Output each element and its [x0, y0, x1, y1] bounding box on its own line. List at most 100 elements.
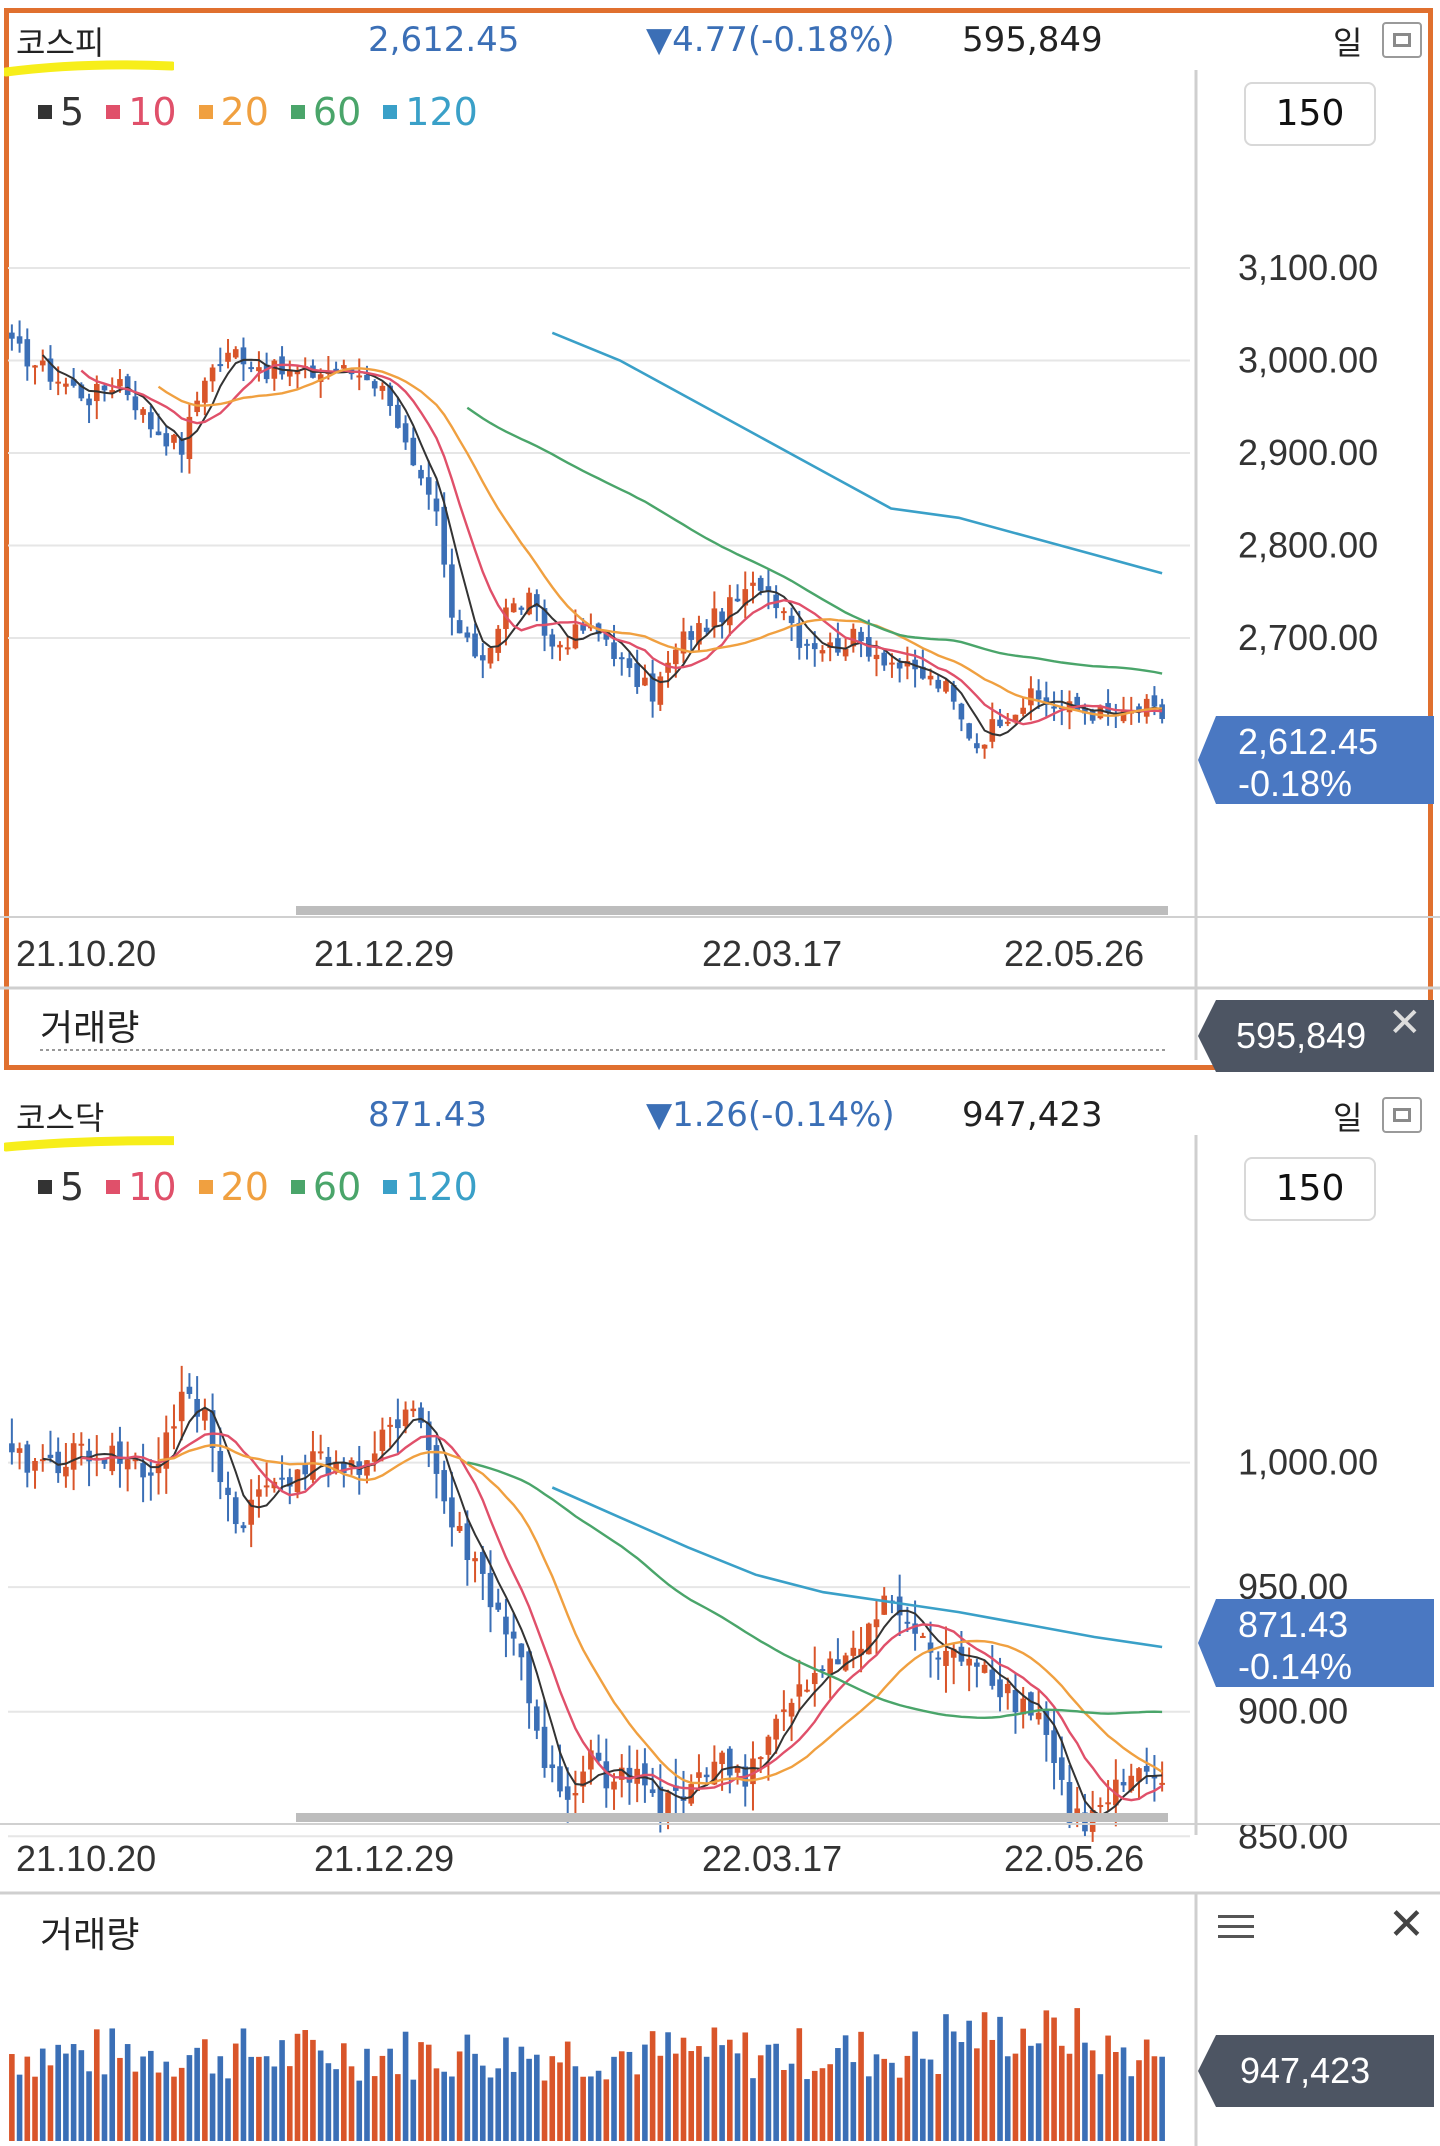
- volume-bar: [634, 2074, 640, 2141]
- volume-bar: [642, 2044, 648, 2141]
- legend-label: 5: [60, 90, 85, 134]
- candle-body: [935, 679, 942, 689]
- volume-bar: [549, 2056, 556, 2141]
- volume-bar: [418, 2042, 424, 2141]
- volume-bar: [943, 2014, 949, 2141]
- candle-body: [155, 431, 162, 436]
- candle-body: [781, 611, 787, 614]
- candle-body: [696, 1772, 702, 1778]
- candle-body: [734, 1766, 741, 1773]
- period-selector[interactable]: 일: [1333, 24, 1363, 62]
- volume-bar: [464, 2034, 471, 2141]
- candle-body: [379, 385, 386, 391]
- candle-body: [148, 412, 154, 430]
- candle-body: [24, 339, 31, 367]
- candle-body: [850, 628, 857, 647]
- candle-body: [232, 1497, 239, 1525]
- volume-bar: [39, 2048, 46, 2141]
- candle-body: [1051, 706, 1057, 709]
- ma-legend[interactable]: 5 10 20 60 120: [38, 90, 478, 134]
- ma-legend[interactable]: 5 10 20 60 120: [38, 1165, 478, 1209]
- volume-bar: [24, 2056, 31, 2141]
- volume-label: 거래량: [40, 1915, 139, 1956]
- candle-body: [727, 597, 733, 626]
- price-tag-price: 2,612.45: [1238, 721, 1378, 762]
- candle-body: [603, 1761, 610, 1789]
- volume-bar: [858, 2031, 864, 2141]
- candle-body: [1035, 690, 1042, 700]
- candle-body: [734, 598, 741, 602]
- volume-bar: [472, 2053, 478, 2141]
- candle-body: [534, 594, 540, 608]
- candle-body: [163, 1432, 170, 1469]
- legend-item-ma60[interactable]: 60: [290, 90, 361, 134]
- candle-body: [395, 1419, 401, 1429]
- candle-body: [117, 1441, 123, 1464]
- period-selector[interactable]: 일: [1333, 1099, 1363, 1137]
- volume-bar: [70, 2044, 77, 2141]
- candle-body: [109, 390, 116, 394]
- candle-body: [804, 643, 810, 646]
- volume-bar: [487, 2077, 494, 2141]
- legend-item-ma10[interactable]: 10: [106, 1165, 177, 1209]
- volume-bar: [171, 2076, 177, 2141]
- candle-body: [248, 367, 254, 370]
- y-tick-label: 1,000.00: [1238, 1442, 1378, 1483]
- volume-bar: [1113, 2051, 1119, 2141]
- volume-bar: [1151, 2056, 1158, 2141]
- candle-body: [557, 644, 563, 648]
- volume-bar: [796, 2028, 803, 2141]
- legend-item-ma5[interactable]: 5: [38, 1165, 84, 1209]
- legend-label: 120: [405, 1165, 478, 1209]
- legend-item-ma10[interactable]: 10: [106, 90, 177, 134]
- volume-bar: [781, 2069, 787, 2141]
- candle-count-button[interactable]: 150: [1244, 1157, 1376, 1221]
- candle-body: [1159, 1782, 1165, 1785]
- legend-label: 120: [405, 90, 478, 134]
- volume-bar: [356, 2080, 363, 2141]
- volume-bar: [665, 2032, 671, 2141]
- volume-bar: [425, 2044, 432, 2141]
- expand-icon[interactable]: [1382, 1097, 1422, 1133]
- candle-body: [132, 1459, 139, 1462]
- price-tag-price: 871.43: [1238, 1604, 1348, 1645]
- kospi-chart[interactable]: 3,100.00 3,000.00 2,900.00 2,800.00 2,700.00…: [0, 0, 1440, 1072]
- index-name[interactable]: 코스닥: [16, 1099, 105, 1137]
- volume-bar: [1089, 2050, 1096, 2141]
- volume-bar: [209, 2073, 216, 2141]
- legend-swatch: [198, 1180, 213, 1194]
- legend-item-ma20[interactable]: 20: [198, 1165, 269, 1209]
- candle-body: [395, 404, 401, 428]
- volume-bar: [55, 2044, 61, 2141]
- candle-body: [271, 360, 278, 379]
- candle-body: [811, 1672, 818, 1685]
- volume-bar: [449, 2076, 455, 2141]
- candle-body: [595, 1752, 602, 1761]
- candle-body: [981, 1664, 988, 1673]
- candle-count-button[interactable]: 150: [1244, 82, 1376, 146]
- candle-body: [217, 364, 224, 367]
- volume-bar: [974, 2048, 980, 2141]
- candle-body: [1028, 688, 1034, 706]
- candle-body: [86, 398, 92, 406]
- close-icon[interactable]: ✕: [1388, 1899, 1425, 1950]
- volume-bar: [811, 2070, 818, 2141]
- index-name[interactable]: 코스피: [16, 24, 105, 62]
- candle-body: [495, 1602, 502, 1610]
- candle-body: [341, 365, 347, 369]
- expand-icon[interactable]: [1382, 22, 1422, 58]
- menu-icon[interactable]: [1218, 1915, 1254, 1939]
- legend-item-ma120[interactable]: 120: [383, 1165, 478, 1209]
- legend-item-ma120[interactable]: 120: [383, 90, 478, 134]
- legend-item-ma60[interactable]: 60: [290, 1165, 361, 1209]
- candle-body: [1105, 1802, 1111, 1805]
- volume-bar: [696, 2046, 702, 2141]
- legend-item-ma5[interactable]: 5: [38, 90, 84, 134]
- candle-body: [225, 1487, 231, 1496]
- legend-item-ma20[interactable]: 20: [198, 90, 269, 134]
- candle-body: [256, 1489, 262, 1497]
- candle-body: [719, 611, 725, 623]
- candle-body: [1066, 1782, 1073, 1823]
- volume-bar: [379, 2055, 386, 2141]
